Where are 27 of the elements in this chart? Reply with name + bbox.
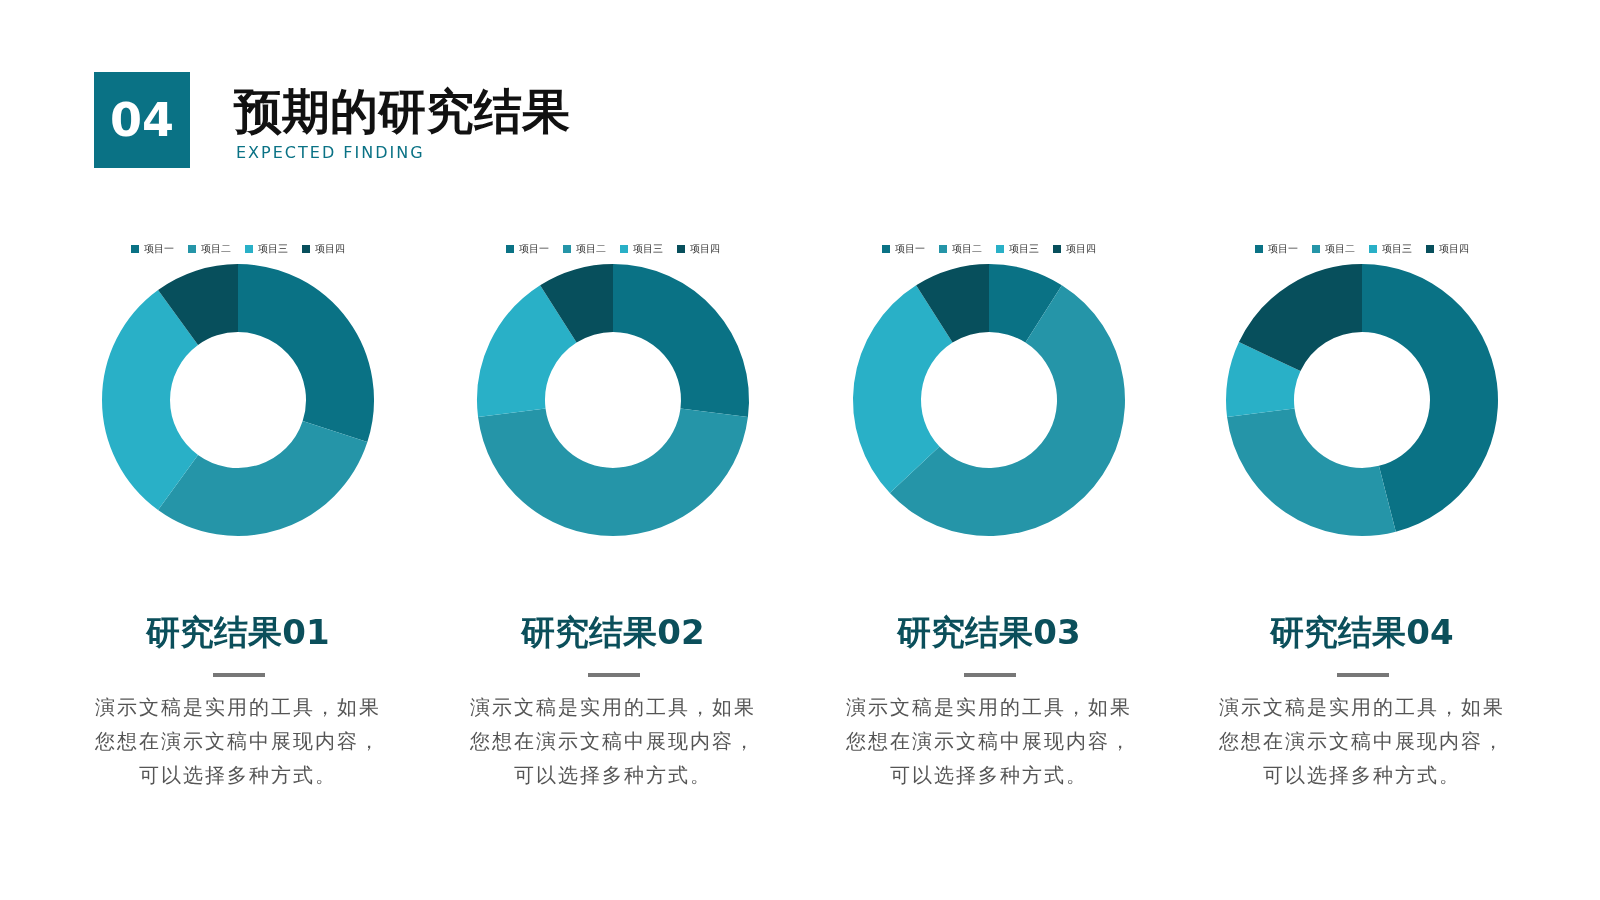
legend-label: 项目四	[1066, 242, 1096, 254]
legend-label: 项目二	[201, 242, 231, 254]
text: EXPECTED FINDING	[236, 143, 425, 162]
text: 研究结果02	[520, 611, 706, 654]
legend-label: 项目四	[315, 242, 345, 254]
text: 演示文稿是实用的工具，如果您想在演示文稿中展现内容，可以选择多种方式。	[94, 694, 382, 789]
legend-label: 项目三	[633, 242, 663, 254]
legend-label: 项目三	[1382, 242, 1412, 254]
text: 演示文稿是实用的工具，如果您想在演示文稿中展现内容，可以选择多种方式。	[469, 694, 757, 789]
text: 研究结果04	[1269, 611, 1455, 654]
legend-label: 项目二	[576, 242, 606, 254]
text: 预期的研究结果	[234, 82, 570, 141]
legend-label: 项目三	[258, 242, 288, 254]
legend-label: 项目四	[1439, 242, 1469, 254]
text: 04	[94, 72, 190, 168]
text: 演示文稿是实用的工具，如果您想在演示文稿中展现内容，可以选择多种方式。	[845, 694, 1133, 789]
legend-label: 项目四	[690, 242, 720, 254]
legend-label: 项目一	[895, 242, 925, 254]
legend-label: 项目三	[1009, 242, 1039, 254]
legend-label: 项目二	[952, 242, 982, 254]
legend-label: 项目一	[1268, 242, 1298, 254]
legend-label: 项目一	[519, 242, 549, 254]
text: 研究结果01	[145, 611, 331, 654]
legend-label: 项目一	[144, 242, 174, 254]
text: 演示文稿是实用的工具，如果您想在演示文稿中展现内容，可以选择多种方式。	[1218, 694, 1506, 789]
text: 研究结果03	[896, 611, 1082, 654]
legend-label: 项目二	[1325, 242, 1355, 254]
